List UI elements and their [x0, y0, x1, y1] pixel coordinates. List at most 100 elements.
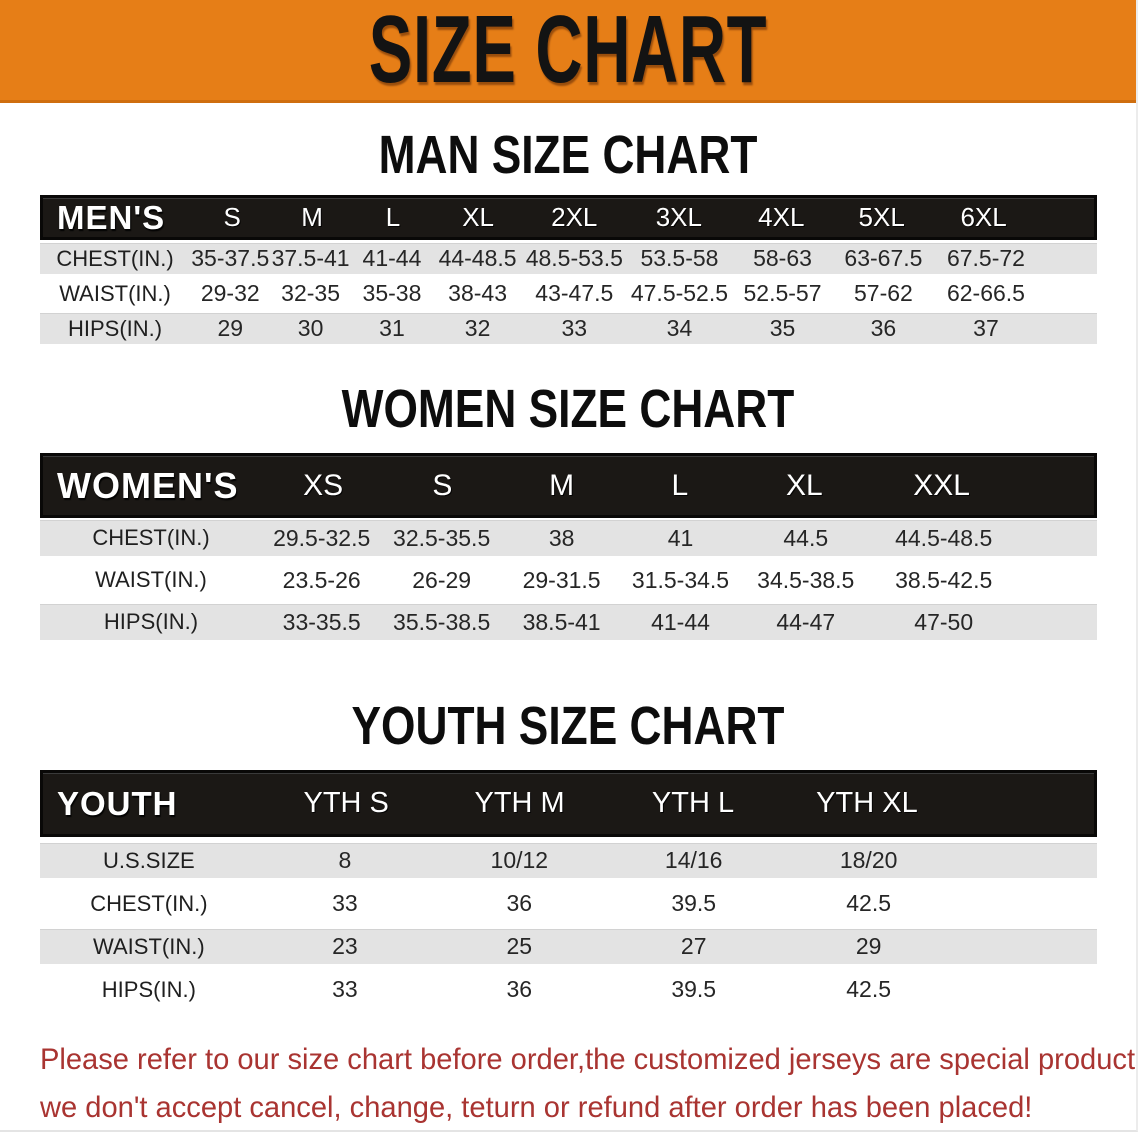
youth-size-column-header: YTH L: [651, 787, 735, 819]
men-value-cell: 47.5-52.5: [630, 280, 729, 306]
men-value-cell: 33: [561, 315, 588, 341]
men-size-column-header: 3XL: [655, 202, 702, 232]
men-value-cell: 36: [870, 315, 897, 341]
women-value-cell: 47-50: [914, 608, 974, 635]
youth-value-cell: 14/16: [664, 847, 723, 873]
men-group-label: MEN'S: [57, 198, 166, 236]
youth-table-row: CHEST(IN.) 33 36 39.5 42.5: [40, 886, 1097, 921]
men-size-column-header: M: [301, 202, 323, 232]
men-value-cell: 32: [464, 315, 491, 341]
men-size-column-header: 6XL: [960, 202, 1007, 232]
women-value-cell: 29-31.5: [522, 566, 601, 593]
women-value-cell: 34.5-38.5: [757, 566, 855, 593]
men-value-cell: 38-43: [448, 280, 507, 306]
youth-size-column-header: YTH XL: [816, 787, 918, 819]
men-size-column-header: L: [385, 202, 401, 232]
youth-value-cell: 27: [680, 933, 707, 959]
women-size-table: WOMEN'S XS S M L XL XXL CHEST(IN.) 29.5-32.5 32.5…: [40, 453, 1097, 646]
youth-value-cell: 39.5: [671, 976, 717, 1002]
men-value-cell: 41-44: [362, 245, 422, 271]
women-size-column-header: XL: [786, 468, 823, 502]
youth-value-cell: 33: [332, 976, 358, 1002]
orange-banner: SIZE CHART: [0, 0, 1136, 103]
youth-value-cell: 18/20: [839, 847, 898, 873]
youth-size-table: YOUTH YTH S YTH M YTH L YTH XL U.S.SIZE 8 10/12…: [40, 770, 1097, 1015]
youth-table-header-bar: YOUTH YTH S YTH M YTH L YTH XL: [40, 770, 1097, 837]
women-section-title: WOMEN SIZE CHART: [341, 379, 795, 439]
youth-value-cell: 8: [338, 847, 352, 873]
men-size-table: MEN'S S M L XL 2XL 3XL 4XL 5XL 6XL CHEST(IN.) 35-37…: [40, 195, 1097, 348]
men-table-row: WAIST(IN.) 29-32 32-35 35-38 38-43 43-47.5 47.…: [40, 278, 1097, 309]
men-size-column-header: S: [223, 202, 241, 232]
women-value-cell: 41: [667, 524, 694, 551]
men-row-label: WAIST(IN.): [59, 280, 171, 306]
youth-size-column-header: YTH M: [474, 787, 565, 819]
men-size-column-header: XL: [462, 202, 494, 232]
men-size-column-header: 2XL: [551, 202, 598, 232]
women-value-cell: 33-35.5: [282, 608, 361, 635]
men-size-column-header: 4XL: [758, 202, 805, 232]
women-value-cell: 44.5-48.5: [895, 524, 993, 551]
men-value-cell: 58-63: [753, 245, 812, 271]
men-table-row: HIPS(IN.) 29 30 31 32 33 34 35 36 37: [40, 313, 1097, 344]
women-value-cell: 31.5-34.5: [631, 566, 730, 593]
youth-value-cell: 42.5: [846, 890, 892, 916]
women-value-cell: 38: [548, 524, 575, 551]
women-value-cell: 41-44: [651, 608, 710, 635]
men-value-cell: 37: [973, 315, 999, 341]
men-section-title: MAN SIZE CHART: [378, 125, 758, 185]
men-value-cell: 32-35: [281, 280, 340, 306]
women-size-column-header: L: [671, 468, 689, 502]
youth-table-row: U.S.SIZE 8 10/12 14/16 18/20: [40, 843, 1097, 878]
men-value-cell: 67.5-72: [946, 245, 1025, 271]
women-size-column-header: XXL: [913, 468, 970, 502]
disclaimer-text: Please refer to our size chart before or…: [40, 1036, 1138, 1130]
women-value-cell: 26-29: [412, 566, 472, 593]
women-value-cell: 38.5-41: [522, 608, 601, 635]
men-value-cell: 35-38: [362, 280, 422, 306]
men-size-column-header: 5XL: [858, 202, 905, 232]
women-row-label: CHEST(IN.): [92, 525, 210, 550]
men-value-cell: 30: [297, 315, 324, 341]
women-table-row: HIPS(IN.) 33-35.5 35.5-38.5 38.5-41 41-44 44-…: [40, 604, 1097, 640]
women-size-column-header: S: [432, 468, 453, 502]
youth-value-cell: 36: [506, 976, 533, 1002]
women-size-column-header: XS: [303, 468, 344, 502]
youth-row-label: CHEST(IN.): [90, 890, 208, 916]
men-value-cell: 29: [217, 315, 244, 341]
page-title: SIZE CHART: [368, 0, 768, 103]
youth-row-label: HIPS(IN.): [101, 976, 196, 1002]
men-value-cell: 31: [379, 315, 405, 341]
youth-section-title: YOUTH SIZE CHART: [351, 696, 785, 756]
women-table-header-bar: WOMEN'S XS S M L XL XXL: [40, 453, 1097, 518]
men-value-cell: 44-48.5: [438, 245, 517, 271]
men-value-cell: 63-67.5: [844, 245, 923, 271]
men-value-cell: 52.5-57: [743, 280, 822, 306]
youth-table-row: WAIST(IN.) 23 25 27 29: [40, 929, 1097, 964]
women-table-row: WAIST(IN.) 23.5-26 26-29 29-31.5 31.5-34.5 34…: [40, 562, 1097, 598]
men-value-cell: 57-62: [854, 280, 913, 306]
men-table-header-bar: MEN'S S M L XL 2XL 3XL 4XL 5XL 6XL: [40, 195, 1097, 240]
men-value-cell: 37.5-41: [271, 245, 350, 271]
youth-value-cell: 42.5: [846, 976, 892, 1002]
youth-value-cell: 23: [332, 933, 358, 959]
youth-value-cell: 25: [506, 933, 533, 959]
women-size-column-header: M: [549, 468, 575, 502]
youth-row-label: WAIST(IN.): [93, 933, 205, 959]
men-value-cell: 35: [769, 315, 796, 341]
women-value-cell: 38.5-42.5: [895, 566, 993, 593]
youth-value-cell: 39.5: [671, 890, 717, 916]
men-value-cell: 48.5-53.5: [525, 245, 623, 271]
women-value-cell: 23.5-26: [282, 566, 361, 593]
women-table-row: CHEST(IN.) 29.5-32.5 32.5-35.5 38 41 44.5 44.5…: [40, 520, 1097, 556]
youth-value-cell: 33: [332, 890, 358, 916]
men-row-label: HIPS(IN.): [67, 315, 163, 341]
youth-table-row: HIPS(IN.) 33 36 39.5 42.5: [40, 972, 1097, 1007]
youth-row-label: U.S.SIZE: [103, 847, 195, 873]
women-value-cell: 44-47: [776, 608, 836, 635]
women-group-label: WOMEN'S: [57, 464, 239, 506]
disclaimer-line-1: Please refer to our size chart before or…: [40, 1043, 1138, 1076]
men-table-row: CHEST(IN.) 35-37.5 37.5-41 41-44 44-48.5 48.5…: [40, 243, 1097, 274]
youth-group-label: YOUTH: [57, 784, 178, 822]
